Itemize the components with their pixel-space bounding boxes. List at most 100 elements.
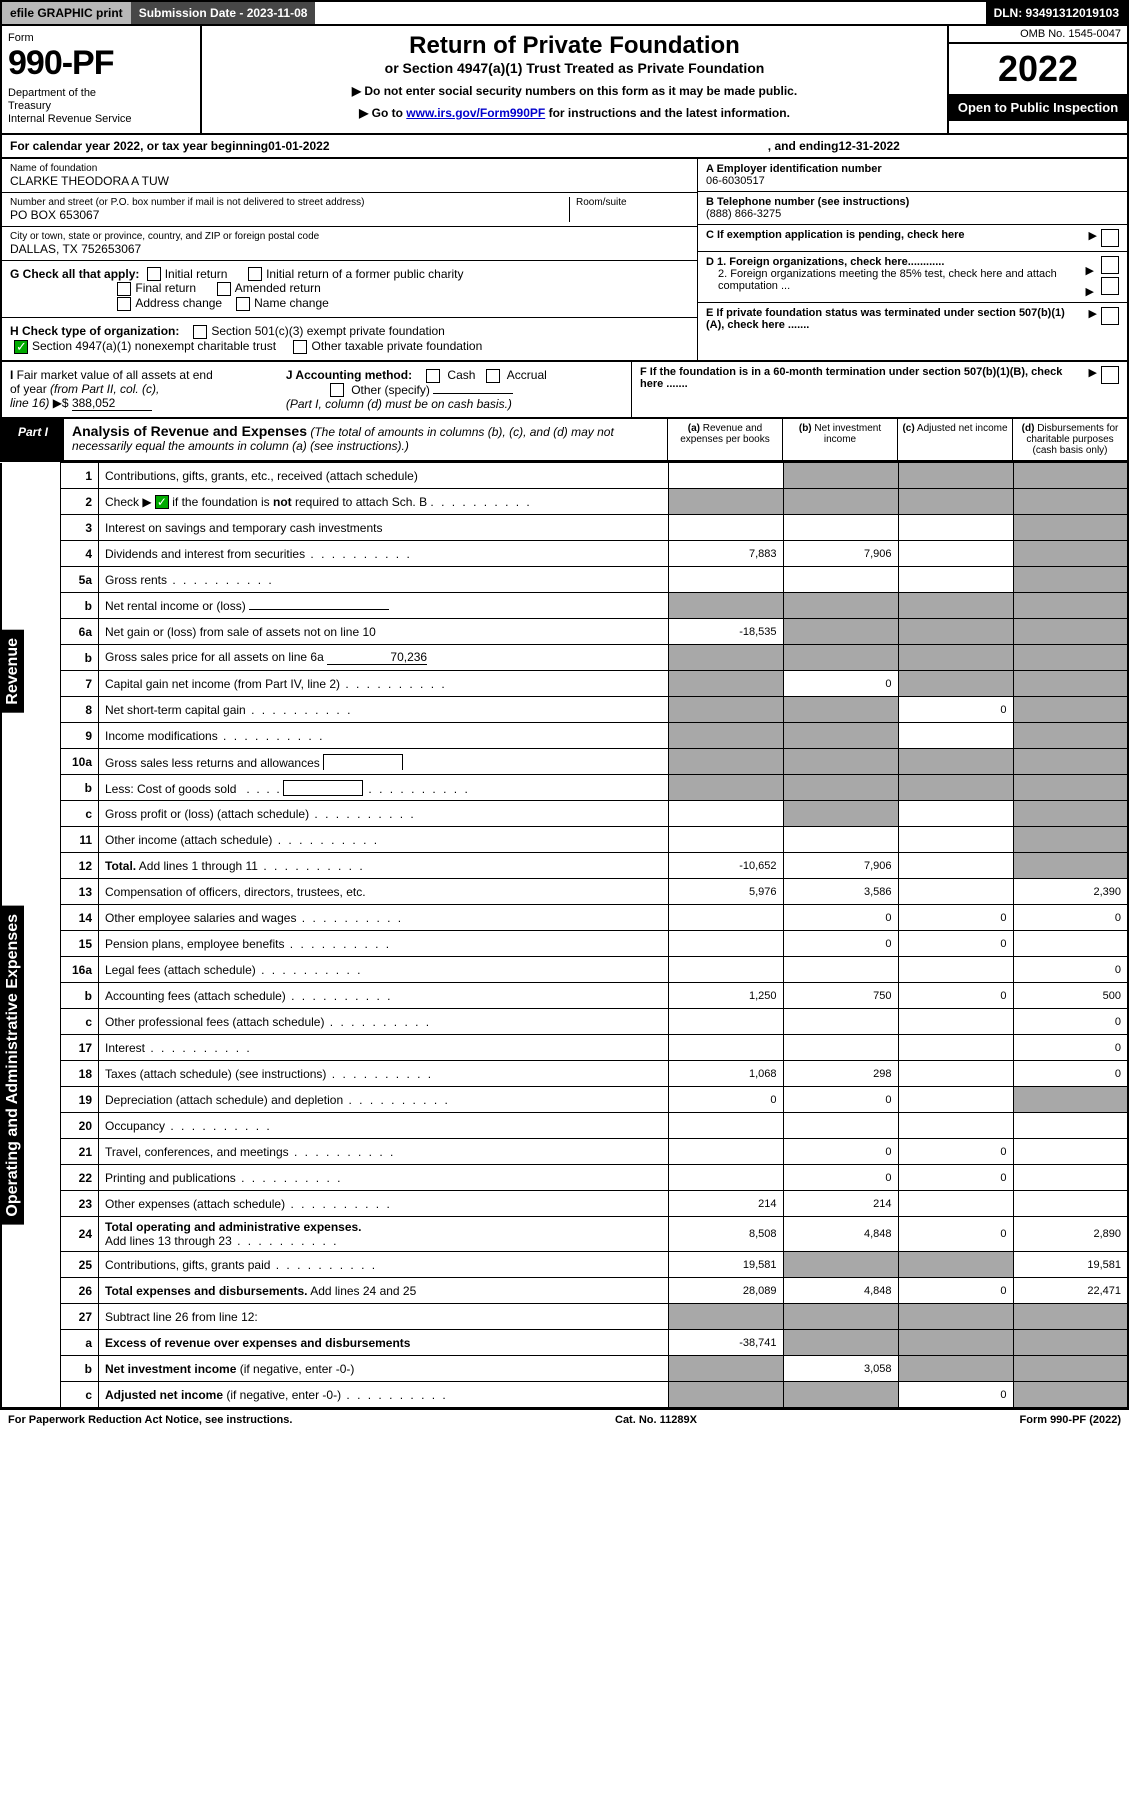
table-row: 7 Capital gain net income (from Part IV,…: [1, 671, 1128, 697]
row-desc: Travel, conferences, and meetings: [99, 1139, 669, 1165]
cell-val: 28,089: [668, 1278, 783, 1304]
table-row: c Gross profit or (loss) (attach schedul…: [1, 801, 1128, 827]
city-val: DALLAS, TX 752653067: [10, 242, 689, 256]
table-row: c Other professional fees (attach schedu…: [1, 1009, 1128, 1035]
table-row: 11 Other income (attach schedule): [1, 827, 1128, 853]
row-desc: Contributions, gifts, grants paid: [99, 1252, 669, 1278]
cell-val: 2,390: [1013, 879, 1128, 905]
cell-val: 0: [783, 931, 898, 957]
cell-val: 0: [898, 1278, 1013, 1304]
row-desc: Interest on savings and temporary cash i…: [99, 515, 669, 541]
cb-501c3[interactable]: [193, 325, 207, 339]
cb-d2[interactable]: [1101, 277, 1119, 295]
cb-other-acct[interactable]: [330, 383, 344, 397]
table-row: 19 Depreciation (attach schedule) and de…: [1, 1087, 1128, 1113]
cell-val: 0: [898, 1165, 1013, 1191]
calendar-year-row: For calendar year 2022, or tax year begi…: [0, 135, 1129, 159]
i-val: 388,052: [72, 396, 152, 411]
ein-label: A Employer identification number: [706, 163, 882, 175]
cb-initial[interactable]: [147, 267, 161, 281]
cell-val: 0: [783, 1087, 898, 1113]
table-row: 10a Gross sales less returns and allowan…: [1, 749, 1128, 775]
g-opt-5: Name change: [254, 296, 329, 310]
j-note: (Part I, column (d) must be on cash basi…: [286, 397, 512, 411]
ein-block: A Employer identification number 06-6030…: [698, 159, 1127, 192]
row-desc: Capital gain net income (from Part IV, l…: [99, 671, 669, 697]
j-opt-0: Cash: [447, 368, 475, 382]
expenses-side-label: Operating and Administrative Expenses: [2, 906, 24, 1225]
table-row: 16a Legal fees (attach schedule) 0: [1, 957, 1128, 983]
table-row: 14 Other employee salaries and wages 0 0…: [1, 905, 1128, 931]
form-word: Form: [8, 32, 194, 44]
cb-final[interactable]: [117, 282, 131, 296]
col-a-hdr: (a) Revenue and expenses per books: [667, 419, 782, 460]
row-desc: Other professional fees (attach schedule…: [99, 1009, 669, 1035]
row-num: 19: [61, 1087, 99, 1113]
cy-spacer2: [900, 139, 1119, 153]
spacer: [315, 2, 985, 24]
cb-other-tax[interactable]: [293, 340, 307, 354]
row-desc: Taxes (attach schedule) (see instruction…: [99, 1061, 669, 1087]
table-row: Revenue 1 Contributions, gifts, grants, …: [1, 463, 1128, 489]
note-post: for instructions and the latest informat…: [545, 106, 790, 120]
row-num: 23: [61, 1191, 99, 1217]
cb-name[interactable]: [236, 297, 250, 311]
addr-block: Number and street (or P.O. box number if…: [2, 193, 697, 227]
row-num: a: [61, 1330, 99, 1356]
table-row: 2 Check ▶ ✓ if the foundation is not req…: [1, 489, 1128, 515]
row-desc: Depreciation (attach schedule) and deple…: [99, 1087, 669, 1113]
row-num: 8: [61, 697, 99, 723]
row-desc: Net short-term capital gain: [99, 697, 669, 723]
cb-d1[interactable]: [1101, 256, 1119, 274]
ij-left: I Fair market value of all assets at end…: [2, 362, 632, 418]
j-opt-2: Other (specify): [351, 383, 430, 397]
cb-4947[interactable]: [14, 340, 28, 354]
note-goto: ▶ Go to www.irs.gov/Form990PF for instru…: [208, 106, 941, 120]
tel-val: (888) 866-3275: [706, 208, 781, 220]
row-desc: Gross profit or (loss) (attach schedule): [99, 801, 669, 827]
cy-pre: For calendar year 2022, or tax year begi…: [10, 139, 268, 153]
row-num: b: [61, 645, 99, 671]
cb-f[interactable]: [1101, 366, 1119, 384]
cb-e[interactable]: [1101, 307, 1119, 325]
table-row: 24 Total operating and administrative ex…: [1, 1217, 1128, 1252]
cb-accrual[interactable]: [486, 369, 500, 383]
row-num: 25: [61, 1252, 99, 1278]
cell-val: 298: [783, 1061, 898, 1087]
row-num: 24: [61, 1217, 99, 1252]
row-num: 20: [61, 1113, 99, 1139]
d1-label: D 1. Foreign organizations, check here..…: [706, 256, 944, 268]
inline-val: 70,236: [327, 650, 427, 665]
cell-val: 0: [1013, 957, 1128, 983]
cy-mid: , and ending: [768, 139, 839, 153]
row-desc: Net gain or (loss) from sale of assets n…: [99, 619, 669, 645]
row-num: 26: [61, 1278, 99, 1304]
city-label: City or town, state or province, country…: [10, 231, 689, 242]
row-desc: Excess of revenue over expenses and disb…: [99, 1330, 669, 1356]
table-row: 12 Total. Add lines 1 through 11 -10,652…: [1, 853, 1128, 879]
g-opt-1: Initial return of a former public charit…: [266, 267, 463, 281]
c-row: C If exemption application is pending, c…: [698, 225, 1127, 252]
table-row: b Net investment income (if negative, en…: [1, 1356, 1128, 1382]
f-right: F If the foundation is in a 60-month ter…: [632, 362, 1127, 418]
cell-val: 0: [898, 697, 1013, 723]
row-num: 16a: [61, 957, 99, 983]
cb-c[interactable]: [1101, 229, 1119, 247]
row-num: 17: [61, 1035, 99, 1061]
efile-label[interactable]: efile GRAPHIC print: [2, 2, 131, 24]
cb-amended[interactable]: [217, 282, 231, 296]
cb-address[interactable]: [117, 297, 131, 311]
cb-cash[interactable]: [426, 369, 440, 383]
irs-link[interactable]: www.irs.gov/Form990PF: [406, 106, 545, 120]
j-opt-1: Accrual: [507, 368, 547, 382]
row-num: 6a: [61, 619, 99, 645]
row-desc: Occupancy: [99, 1113, 669, 1139]
row-desc: Net investment income (if negative, ente…: [99, 1356, 669, 1382]
cb-initial-former[interactable]: [248, 267, 262, 281]
cell-val: 0: [898, 931, 1013, 957]
revenue-side-label: Revenue: [2, 630, 24, 713]
row-num: b: [61, 775, 99, 801]
h-opt-2: Other taxable private foundation: [311, 339, 482, 353]
e-row: E If private foundation status was termi…: [698, 303, 1127, 335]
table-row: 26 Total expenses and disbursements. Add…: [1, 1278, 1128, 1304]
